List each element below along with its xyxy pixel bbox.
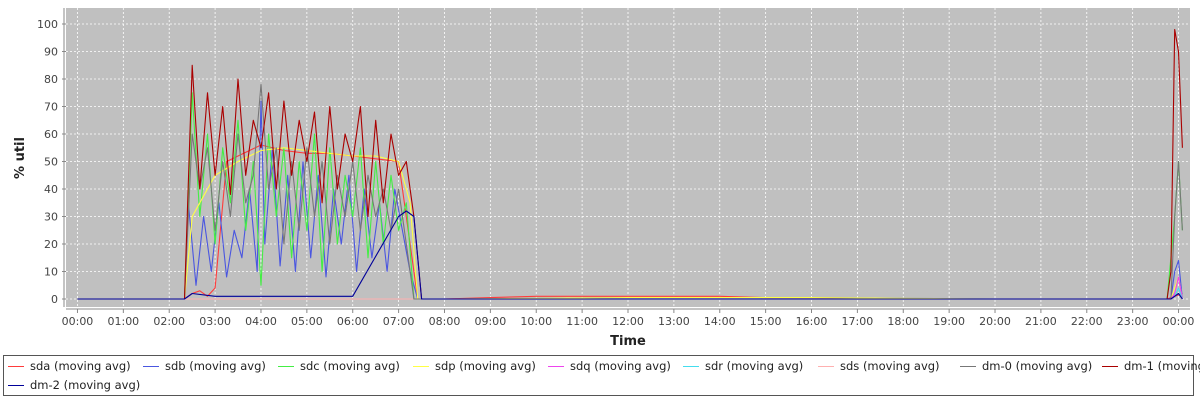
legend-swatch [818, 365, 834, 367]
legend-label: dm-1 (moving avg) [1124, 359, 1200, 373]
x-tick-label: 04:00 [245, 315, 277, 328]
legend-label: sda (moving avg) [30, 359, 131, 373]
y-tick-label: 20 [44, 238, 58, 251]
y-tick-label: 70 [44, 101, 58, 114]
legend-item: sdq (moving avg) [548, 357, 671, 375]
legend-swatch [278, 365, 294, 367]
legend-label: dm-0 (moving avg) [982, 359, 1093, 373]
y-tick-label: 50 [44, 156, 58, 169]
legend-item: sda (moving avg) [8, 357, 131, 375]
x-tick-label: 01:00 [107, 315, 139, 328]
legend-swatch [8, 384, 24, 386]
x-tick-label: 09:00 [475, 315, 507, 328]
legend-swatch [143, 365, 159, 367]
y-axis-title: % util [13, 137, 28, 179]
x-tick-label: 19:00 [933, 315, 965, 328]
legend-label: sdb (moving avg) [165, 359, 266, 373]
series-line-sdc [77, 92, 1183, 300]
legend: sda (moving avg) sdb (moving avg) sdc (mov… [3, 355, 1200, 396]
x-tick-label: 11:00 [566, 315, 598, 328]
series-line-dm-2 [77, 210, 1183, 300]
series-line-dm-0 [77, 83, 1183, 300]
legend-label: sds (moving avg) [840, 359, 940, 373]
legend-item: sdb (moving avg) [143, 357, 266, 375]
legend-label: sdp (moving avg) [435, 359, 536, 373]
legend-swatch [1102, 365, 1118, 367]
x-tick-label: 08:00 [429, 315, 461, 328]
y-tick-label: 60 [44, 128, 58, 141]
x-tick-label: 06:00 [337, 315, 369, 328]
y-tick-label: 80 [44, 73, 58, 86]
y-tick-label: 90 [44, 46, 58, 59]
x-tick-label: 12:00 [612, 315, 644, 328]
x-tick-label: 13:00 [658, 315, 690, 328]
y-tick-label: 40 [44, 183, 58, 196]
legend-swatch [548, 365, 564, 367]
y-tick-label: 0 [51, 293, 58, 306]
legend-label: sdq (moving avg) [570, 359, 671, 373]
legend-item: dm-2 (moving avg) [8, 376, 140, 394]
x-tick-label: 16:00 [796, 315, 828, 328]
legend-swatch [683, 365, 699, 367]
x-tick-label: 20:00 [979, 315, 1011, 328]
legend-item: sds (moving avg) [818, 357, 940, 375]
x-tick-label: 00:00 [1163, 315, 1195, 328]
legend-item: dm-1 (moving avg) [1102, 357, 1200, 375]
x-tick-label: 05:00 [291, 315, 323, 328]
x-axis-title: Time [610, 334, 646, 349]
x-tick-label: 02:00 [153, 315, 185, 328]
x-tick-label: 10:00 [520, 315, 552, 328]
x-tick-label: 22:00 [1071, 315, 1103, 328]
gridlines [66, 8, 1190, 307]
x-tick-label: 21:00 [1025, 315, 1057, 328]
legend-label: sdr (moving avg) [705, 359, 804, 373]
legend-label: sdc (moving avg) [300, 359, 400, 373]
legend-swatch [960, 365, 976, 367]
x-tick-label: 17:00 [842, 315, 874, 328]
legend-swatch [8, 365, 24, 367]
x-tick-label: 03:00 [199, 315, 231, 328]
x-tick-label: 00:00 [62, 315, 94, 328]
y-tick-label: 100 [37, 18, 58, 31]
y-tick-label: 10 [44, 266, 58, 279]
legend-item: sdr (moving avg) [683, 357, 803, 375]
x-tick-label: 23:00 [1117, 315, 1149, 328]
x-tick-label: 18:00 [887, 315, 919, 328]
y-tick-label: 30 [44, 211, 58, 224]
legend-item: dm-0 (moving avg) [960, 357, 1092, 375]
legend-swatch [413, 365, 429, 367]
series-lines [77, 28, 1183, 300]
legend-label: dm-2 (moving avg) [30, 378, 141, 392]
axes: 0 10 20 30 40 50 60 70 80 90 100 00:00 01:00 02:00 03:… [37, 8, 1194, 328]
legend-item: sdp (moving avg) [413, 357, 536, 375]
x-tick-label: 15:00 [750, 315, 782, 328]
line-chart: 0 10 20 30 40 50 60 70 80 90 100 00:00 01:00 02:00 03:… [13, 8, 1194, 349]
legend-item: sdc (moving avg) [278, 357, 400, 375]
x-tick-label: 07:00 [383, 315, 415, 328]
x-tick-label: 14:00 [704, 315, 736, 328]
